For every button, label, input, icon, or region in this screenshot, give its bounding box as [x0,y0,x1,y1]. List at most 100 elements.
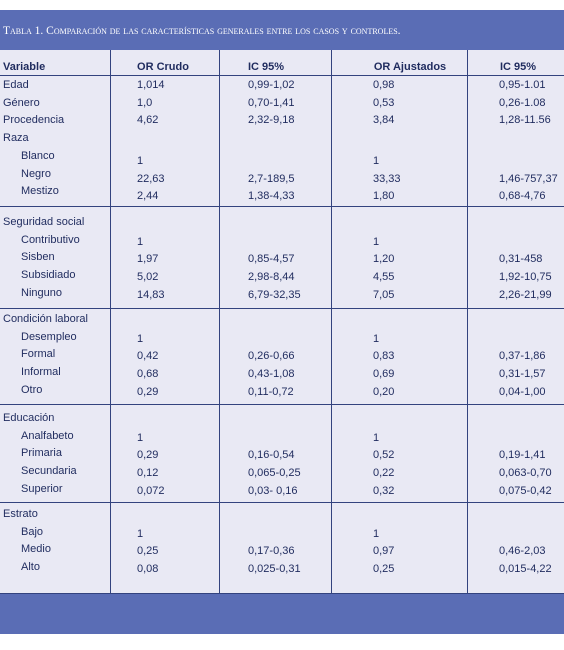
section-rule [0,404,564,405]
value-cell: 0,52 [373,449,395,462]
row-label: Informal [21,366,61,379]
value-cell: 2,32-9,18 [248,114,295,127]
value-cell: 6,79-32,35 [248,288,301,301]
value-cell: 4,55 [373,271,395,284]
row-label: Blanco [21,149,55,162]
value-cell: 1 [373,431,380,444]
value-cell: 1 [373,154,380,167]
value-cell: 0,31-458 [499,253,543,266]
value-cell: 0,32 [373,484,395,497]
value-cell: 0,83 [373,350,395,363]
column-divider [467,50,468,593]
value-cell: 0,12 [137,467,159,480]
column-divider [331,50,332,593]
value-cell: 1 [373,235,380,248]
value-cell: 7,05 [373,288,395,301]
row-label: Sisben [21,251,55,264]
column-header: OR Crudo [137,61,189,73]
column-divider [110,50,111,593]
column-header: Variable [3,61,46,73]
row-label: Superior [21,482,63,495]
value-cell: 0,68 [137,368,159,381]
section-rule [0,502,564,503]
value-cell: 0,99-1,02 [248,79,295,91]
value-cell: 1 [137,154,144,167]
value-cell: 0,95-1.01 [499,79,546,91]
value-cell: 1,92-10,75 [499,271,552,284]
value-cell: 1 [137,431,144,444]
row-label: Negro [21,167,51,180]
value-cell: 1,014 [137,79,165,91]
value-cell: 0,22 [373,467,395,480]
value-cell: 1,20 [373,253,395,266]
value-cell: 0,31-1,57 [499,368,546,381]
section-rule [0,206,564,207]
value-cell: 0,065-0,25 [248,467,301,480]
row-label: Bajo [21,525,44,538]
value-cell: 0,53 [373,96,395,109]
row-label: Otro [21,383,43,396]
row-label: Desempleo [21,330,77,343]
value-cell: 2,44 [137,190,159,203]
row-label: Mestizo [21,185,59,198]
value-cell: 2,7-189,5 [248,172,295,185]
value-cell: 0,17-0,36 [248,545,295,558]
row-label: Ninguno [21,286,62,299]
value-cell: 0,26-1.08 [499,96,546,109]
value-cell: 1,28-11.56 [499,114,551,127]
section-rule [0,593,564,594]
table-title: Tabla 1. Comparación de las característi… [3,25,401,37]
row-label: Condición laboral [3,313,88,325]
row-label: Educación [3,412,55,424]
value-cell: 0,37-1,86 [499,350,546,363]
value-cell: 0,072 [137,484,165,497]
value-cell: 1,38-4,33 [248,190,295,203]
value-cell: 33,33 [373,172,401,185]
value-cell: 0,03- 0,16 [248,484,298,497]
value-cell: 3,84 [373,114,395,127]
value-cell: 1,0 [137,96,153,109]
value-cell: 14,83 [137,288,165,301]
value-cell: 0,063-0,70 [499,467,552,480]
value-cell: 0,25 [373,563,395,576]
row-label: Seguridad social [3,216,85,228]
value-cell: 0,42 [137,350,159,363]
value-cell: 1 [137,332,144,345]
value-cell: 0,11-0,72 [248,385,294,398]
value-cell: 1,46-757,37 [499,172,558,185]
value-cell: 0,015-4,22 [499,563,552,576]
row-label: Procedencia [3,114,65,127]
value-cell: 0,97 [373,545,395,558]
value-cell: 1 [373,527,380,540]
footer-bar [0,593,564,634]
title-bar [0,10,564,50]
row-label: Primaria [21,447,62,460]
value-cell: 0,70-1,41 [248,96,295,109]
table-background [0,10,564,634]
row-label: Formal [21,348,56,361]
row-label: Secundaria [21,465,77,478]
row-label: Medio [21,543,51,556]
value-cell: 2,26-21,99 [499,288,552,301]
row-label: Analfabeto [21,429,74,442]
value-cell: 0,85-4,57 [248,253,295,266]
value-cell: 4,62 [137,114,159,127]
row-label: Alto [21,561,40,574]
value-cell: 0,04-1,00 [499,385,546,398]
row-label: Raza [3,132,29,145]
row-label: Edad [3,79,29,91]
column-header: IC 95% [247,61,285,73]
value-cell: 1 [137,235,144,248]
row-label: Contributivo [21,233,80,246]
section-rule [0,308,564,309]
value-cell: 0,43-1,08 [248,368,295,381]
column-header: OR Ajustados [373,61,447,73]
value-cell: 0,68-4,76 [499,190,546,203]
value-cell: 0,29 [137,449,159,462]
row-label: Género [3,96,40,109]
value-cell: 0,26-0,66 [248,350,295,363]
value-cell: 1 [137,527,144,540]
value-cell: 0,98 [373,79,395,91]
value-cell: 2,98-8,44 [248,271,295,284]
